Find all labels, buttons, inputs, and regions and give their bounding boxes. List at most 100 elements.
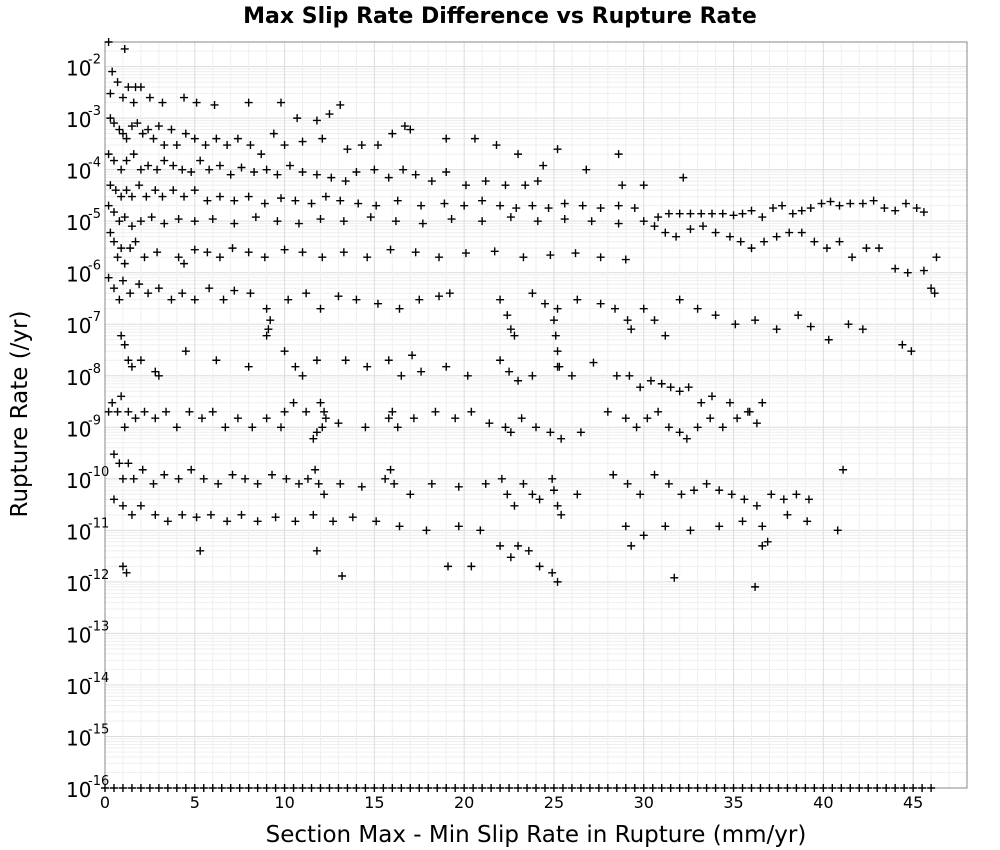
data-point: [307, 199, 316, 208]
data-point: [212, 356, 221, 365]
data-point: [467, 562, 476, 571]
data-point: [573, 490, 582, 499]
y-tick-exponent: -12: [88, 568, 109, 583]
data-point: [339, 217, 348, 226]
data-point: [623, 479, 632, 488]
y-tick-base: 10: [66, 108, 91, 132]
data-point: [160, 156, 169, 165]
data-point: [208, 407, 217, 416]
data-point: [686, 526, 695, 535]
data-point: [215, 161, 224, 170]
data-point: [129, 150, 138, 159]
data-point: [400, 122, 409, 131]
data-point: [930, 289, 939, 298]
data-point: [431, 407, 440, 416]
data-point: [523, 784, 532, 792]
data-point: [228, 244, 237, 253]
data-point: [533, 177, 542, 186]
data-point: [411, 170, 420, 179]
data-point: [185, 407, 194, 416]
data-point: [839, 465, 848, 474]
data-point: [501, 423, 510, 432]
data-point: [104, 38, 113, 46]
data-point: [262, 304, 271, 313]
data-point: [131, 414, 140, 423]
data-point: [266, 316, 275, 325]
data-point: [273, 217, 282, 226]
data-point: [228, 470, 237, 479]
y-tick-label: 10-2: [66, 53, 101, 81]
data-point: [797, 206, 806, 215]
data-point: [167, 125, 176, 134]
data-point: [797, 228, 806, 237]
data-point: [115, 459, 124, 468]
data-point: [817, 199, 826, 208]
data-point: [535, 495, 544, 504]
data-point: [298, 784, 307, 792]
data-point: [321, 192, 330, 201]
data-point: [891, 206, 900, 215]
data-point: [316, 398, 325, 407]
data-point: [154, 284, 163, 293]
data-point: [181, 129, 190, 138]
data-point: [203, 196, 212, 205]
data-point: [715, 522, 724, 531]
data-point: [810, 784, 819, 792]
data-point: [135, 181, 144, 190]
data-point: [262, 331, 271, 340]
data-point: [546, 428, 555, 437]
data-point: [289, 784, 298, 792]
data-point: [557, 434, 566, 443]
x-axis-label: Section Max - Min Slip Rate in Rupture (…: [266, 822, 807, 848]
data-point: [524, 546, 533, 555]
data-point: [109, 237, 118, 246]
data-point: [427, 177, 436, 186]
y-tick-label: 10-14: [66, 671, 109, 699]
y-tick-exponent: -2: [88, 53, 101, 68]
data-point: [113, 407, 122, 416]
y-tick-base: 10: [66, 57, 91, 81]
data-point: [321, 414, 330, 423]
data-point: [174, 215, 183, 224]
data-point: [291, 362, 300, 371]
data-point: [327, 173, 336, 182]
data-point: [244, 192, 253, 201]
data-point: [510, 331, 519, 340]
y-tick-base: 10: [66, 469, 91, 493]
data-point: [747, 244, 756, 253]
data-point: [233, 414, 242, 423]
data-point: [174, 474, 183, 483]
data-point: [496, 295, 505, 304]
data-point: [822, 244, 831, 253]
data-point: [312, 116, 321, 125]
data-point: [521, 181, 530, 190]
data-point: [487, 784, 496, 792]
data-point: [393, 423, 402, 432]
data-point: [544, 204, 553, 213]
data-point: [302, 289, 311, 298]
data-point: [639, 217, 648, 226]
data-point: [136, 356, 145, 365]
data-point: [298, 371, 307, 380]
data-point: [478, 784, 487, 792]
data-point: [201, 141, 210, 150]
x-tick-label: 0: [100, 793, 110, 812]
data-point: [260, 199, 269, 208]
data-point: [262, 414, 271, 423]
data-point: [603, 784, 612, 792]
data-point: [517, 414, 526, 423]
data-point: [118, 474, 127, 483]
data-point: [519, 479, 528, 488]
data-point: [661, 228, 670, 237]
data-point: [447, 215, 456, 224]
y-tick-label: 10-8: [66, 362, 101, 390]
data-point: [113, 78, 122, 87]
data-point: [862, 244, 871, 253]
data-point: [120, 423, 129, 432]
data-point: [512, 204, 521, 213]
data-point: [684, 383, 693, 392]
data-point: [264, 325, 273, 334]
data-point: [901, 199, 910, 208]
data-point: [693, 304, 702, 313]
data-point: [192, 98, 201, 107]
